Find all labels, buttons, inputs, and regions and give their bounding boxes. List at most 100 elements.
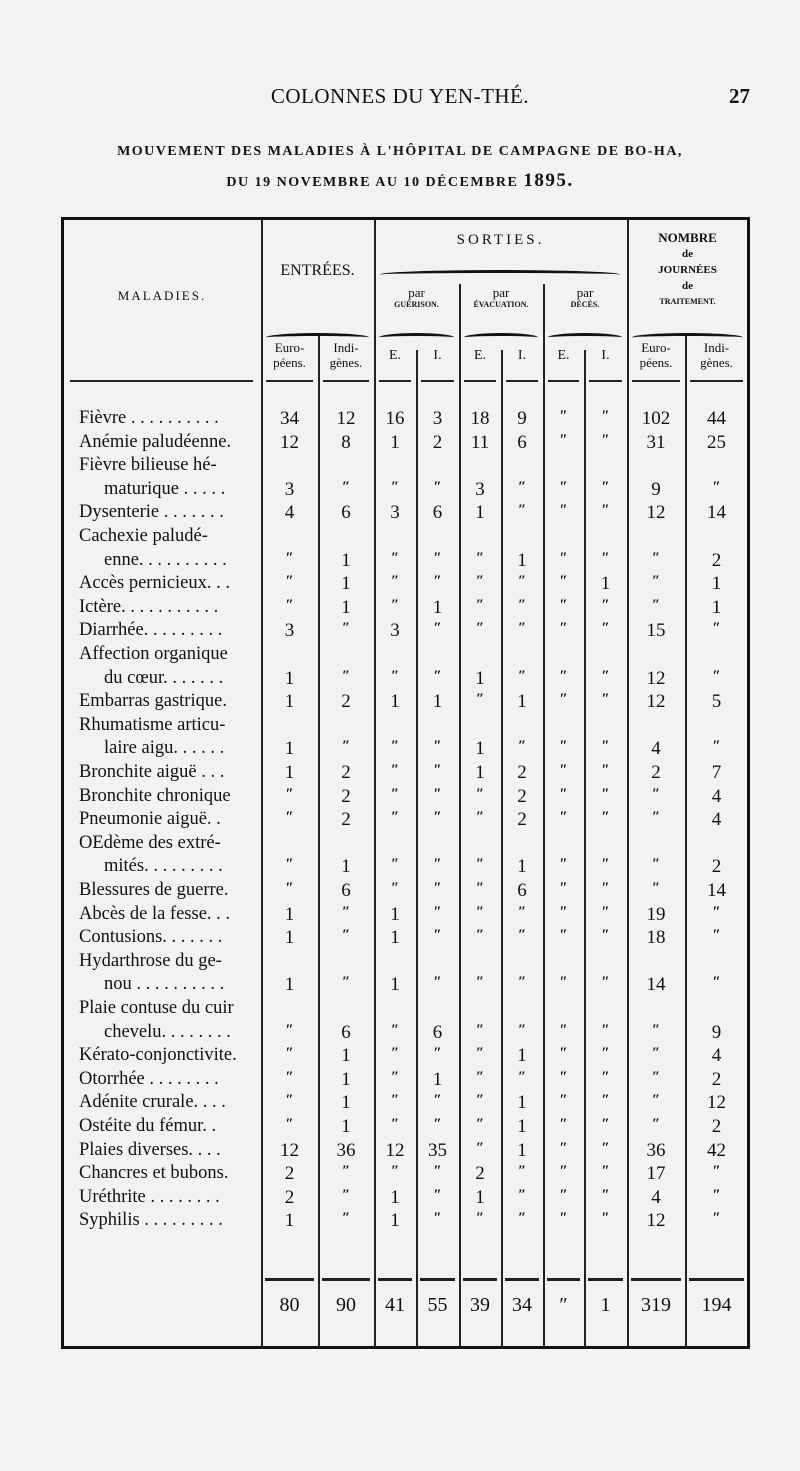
table-cell: 15 [646, 620, 666, 642]
table-cell: 4 [284, 502, 295, 524]
table-cell: 1 [432, 691, 443, 713]
disease-name: maturique . . . . . [104, 478, 226, 499]
header-rule [379, 380, 411, 382]
table-cell: ″ [601, 1068, 610, 1085]
table-cell: ″ [601, 903, 610, 920]
table-cell: ″ [712, 478, 721, 495]
table-cell: ″ [559, 1068, 568, 1085]
table-cell: 2 [341, 785, 351, 807]
table-cell: ″ [390, 880, 400, 896]
header-rule [632, 380, 680, 382]
disease-name: Dysenterie . . . . . . . [79, 502, 224, 523]
par-label: par [408, 285, 425, 300]
total-rule [463, 1278, 497, 1281]
table-cell: 1 [517, 1092, 527, 1114]
header-e: E. [557, 348, 570, 363]
table-cell: 2 [284, 1186, 295, 1208]
table-cell: 2 [517, 809, 527, 831]
table-cell: 8 [341, 431, 351, 453]
table-cell: ″ [559, 856, 568, 873]
table-cell: ″ [517, 1021, 527, 1038]
table-cell: 2 [341, 691, 351, 713]
disease-name: Adénite crurale. . . . [79, 1092, 226, 1113]
table-cell: 1 [517, 1116, 527, 1137]
table-cell: 1 [284, 903, 295, 925]
disease-name: Affection organique [79, 644, 228, 664]
table-cell: ″ [285, 1068, 294, 1085]
disease-name: chevelu. . . . . . . . [104, 1021, 231, 1042]
table-cell: ″ [559, 903, 568, 920]
table-cell: ″ [475, 974, 485, 991]
table-cell: ″ [601, 596, 610, 613]
par-label: par [492, 285, 510, 300]
subcol-line: gènes. [700, 355, 733, 370]
column-divider [416, 350, 418, 1346]
total-rule [378, 1278, 412, 1281]
table-cell: ″ [433, 785, 442, 802]
table-cell: ″ [433, 478, 442, 495]
table-cell: ″ [285, 596, 294, 613]
table-cell: ″ [601, 856, 610, 873]
table-cell: ″ [341, 903, 351, 920]
table-cell: ″ [601, 1092, 610, 1109]
disease-name: Ostéite du fémur. . [79, 1116, 217, 1136]
table-cell: 3 [390, 620, 400, 642]
table-cell: 36 [646, 1139, 666, 1161]
table-cell: 1 [711, 596, 722, 618]
table-cell: ″ [651, 880, 661, 896]
table-cell: ″ [285, 573, 294, 590]
disease-name: Cachexie paludé- [79, 526, 208, 546]
table-cell: ″ [285, 809, 294, 826]
table-cell: ″ [559, 785, 568, 802]
header-sorties: SORTIES. [456, 232, 545, 248]
disease-name: Chancres et bubons. [79, 1163, 229, 1184]
table-cell: ″ [712, 974, 721, 991]
table-cell: 102 [641, 408, 671, 429]
table-cell: 1 [517, 856, 527, 878]
table-cell: 1 [600, 573, 611, 595]
table-cell: 2 [432, 431, 443, 453]
table-cell: ″ [433, 1045, 442, 1062]
table-cell: ″ [651, 856, 661, 873]
table-cell: ″ [601, 478, 610, 495]
table-cell: ″ [390, 1021, 400, 1038]
table-cell: ″ [517, 1163, 527, 1180]
table-cell: ″ [559, 478, 568, 495]
column-divider [318, 334, 320, 1346]
total-cell: 194 [701, 1294, 732, 1316]
table-cell: ″ [390, 1068, 400, 1085]
table-cell: 12 [280, 1139, 299, 1161]
table-cell: 1 [284, 762, 295, 783]
table-cell: ″ [517, 927, 527, 944]
header-entrees: ENTRÉES. [280, 262, 355, 279]
table-cell: ″ [559, 762, 568, 778]
header-rule [266, 380, 313, 382]
header-journees: NOMBRE de JOURNÉES de TRAITEMENT. [627, 230, 748, 310]
column-divider [501, 350, 503, 1346]
table-cell: ″ [601, 785, 610, 802]
total-rule [588, 1278, 623, 1281]
table-cell: ″ [601, 691, 610, 708]
table-cell: ″ [712, 903, 721, 920]
header-rule [589, 380, 622, 382]
table-cell: ″ [475, 880, 485, 896]
table-cell: ″ [712, 1163, 721, 1180]
table-cell: 4 [651, 1186, 661, 1208]
table-cell: ″ [559, 809, 568, 826]
table-cell: 1 [390, 691, 400, 713]
subcol-line: gènes. [329, 355, 363, 370]
disease-name: Kérato-conjonctivite. [79, 1045, 237, 1066]
table-cell: ″ [651, 1068, 661, 1085]
header-par-guerison: par GUÉRISON. [374, 285, 459, 311]
table-cell: ″ [517, 620, 527, 637]
total-cell: 55 [427, 1294, 448, 1316]
journees-line: JOURNÉES [658, 264, 717, 276]
table-cell: ″ [601, 549, 610, 566]
table-cell: ″ [601, 667, 610, 684]
disease-name: laire aigu. . . . . . [104, 738, 225, 759]
table-cell: 2 [341, 809, 351, 831]
table-cell: ″ [651, 785, 661, 802]
table-cell: ″ [475, 549, 485, 566]
table-cell: ″ [390, 573, 400, 590]
disease-name: Contusions. . . . . . . [79, 927, 223, 948]
